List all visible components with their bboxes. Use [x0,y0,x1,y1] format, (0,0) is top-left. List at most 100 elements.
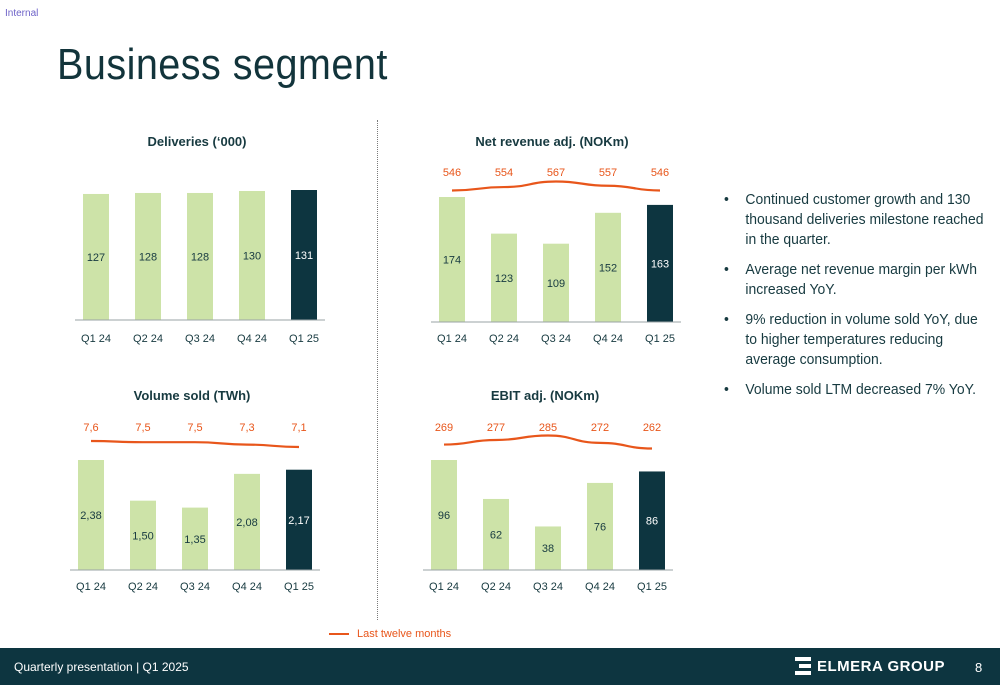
ltm-value-label: 269 [435,422,453,434]
bar [130,500,156,570]
elmera-logo-icon [795,657,811,675]
bar [595,212,621,322]
ltm-value-label: 285 [539,422,557,434]
ltm-value-label: 7,5 [135,422,150,434]
category-tick-label: Q3 24 [180,581,210,593]
chart-ebit: EBIT adj. (NOKm) 96 Q1 24 62 Q2 24 38 Q3 24 76 Q… [423,388,673,593]
bar [543,243,569,322]
commentary-text: Continued customer growth and 130 thousa… [745,191,984,248]
category-tick-label: Q2 24 [133,333,163,345]
legend-label: Last twelve months [357,628,452,640]
category-tick-label: Q3 24 [185,333,215,345]
category-tick-label: Q1 24 [76,581,106,593]
bar-value-label: 76 [594,521,606,533]
ltm-value-label: 7,3 [239,422,254,434]
ltm-value-label: 546 [443,167,461,179]
bar [234,473,260,570]
bar-value-label: 86 [646,516,658,528]
company-logo: ELMERA GROUP [795,657,945,675]
chart-deliveries: Deliveries (‘000) 127 Q1 24 128 Q2 24 128 Q3 2… [75,134,325,345]
chart-title: Net revenue adj. (NOKm) [475,134,628,149]
ltm-line [451,180,661,192]
bar [439,197,465,322]
bar-value-label: 123 [495,273,513,285]
category-tick-label: Q1 25 [645,333,675,345]
bar-value-label: 38 [542,543,554,555]
chart-legend: Last twelve months [329,628,451,640]
bar-value-label: 174 [443,255,461,267]
bar-value-label: 128 [139,251,157,263]
bar [431,460,457,570]
commentary-text: 9% reduction in volume sold YoY, due to … [745,311,978,368]
commentary-item: • Volume sold LTM decreased 7% YoY. [724,380,992,400]
bar [483,498,509,570]
category-tick-label: Q3 24 [541,333,571,345]
bar [135,192,161,320]
category-tick-label: Q1 25 [284,581,314,593]
ltm-value-label: 567 [547,167,565,179]
ltm-value-label: 277 [487,422,505,434]
chart-title: EBIT adj. (NOKm) [491,388,599,403]
page-title: Business segment [57,40,388,89]
commentary-item: • 9% reduction in volume sold YoY, due to… [724,310,992,370]
commentary-list: • Continued customer growth and 130 thous… [724,190,983,410]
bar [239,190,265,320]
bullet-marker: • [724,311,729,328]
bar-value-label: 2,38 [80,510,101,522]
bullet-marker: • [724,261,729,278]
category-tick-label: Q2 24 [481,581,511,593]
chart-title: Deliveries (‘000) [147,134,246,149]
bar [78,460,104,570]
category-tick-label: Q4 24 [232,581,262,593]
bar-value-label: 1,50 [132,530,153,542]
ltm-value-label: 7,1 [291,422,306,434]
bar-value-label: 163 [651,258,669,270]
ltm-value-label: 554 [495,167,513,179]
bar-value-label: 128 [191,251,209,263]
category-tick-label: Q2 24 [128,581,158,593]
commentary-text: Average net revenue margin per kWh incre… [745,261,977,298]
ltm-value-label: 7,6 [83,422,98,434]
ltm-value-label: 546 [651,167,669,179]
bar [187,192,213,320]
ltm-value-label: 272 [591,422,609,434]
bar [587,482,613,570]
commentary-item: • Continued customer growth and 130 thous… [724,190,992,250]
bar [286,469,312,570]
category-tick-label: Q4 24 [237,333,267,345]
bar-value-label: 2,17 [288,515,309,527]
bullet-marker: • [724,381,729,398]
commentary-text: Volume sold LTM decreased 7% YoY. [745,381,976,398]
bullet-marker: • [724,191,729,208]
category-tick-label: Q3 24 [533,581,563,593]
bar-value-label: 127 [87,252,105,264]
commentary-item: • Average net revenue margin per kWh incr… [724,260,992,300]
bar-value-label: 96 [438,510,450,522]
bar-value-label: 1,35 [184,534,205,546]
charts-divider [377,120,378,620]
chart-net-revenue: Net revenue adj. (NOKm) 174 Q1 24 123 Q2 24 1… [431,134,681,345]
category-tick-label: Q1 25 [289,333,319,345]
bar-value-label: 62 [490,529,502,541]
bar [647,204,673,322]
category-tick-label: Q1 24 [437,333,467,345]
bar-value-label: 152 [599,262,617,274]
classification-label: Internal [5,8,39,19]
logo-text: ELMERA GROUP [817,657,945,675]
category-tick-label: Q1 24 [81,333,111,345]
bar-value-label: 2,08 [236,517,257,529]
bar [639,471,665,570]
ltm-line [90,439,300,449]
bar-value-label: 109 [547,278,565,290]
bar [291,190,317,320]
legend-line-swatch [329,633,349,635]
bar-value-label: 131 [295,250,313,262]
bar [491,233,517,322]
footer-text: Quarterly presentation | Q1 2025 [14,660,189,674]
category-tick-label: Q4 24 [585,581,615,593]
bar [182,507,208,570]
bar [535,526,561,570]
category-tick-label: Q4 24 [593,333,623,345]
category-tick-label: Q1 24 [429,581,459,593]
bar [83,193,109,320]
